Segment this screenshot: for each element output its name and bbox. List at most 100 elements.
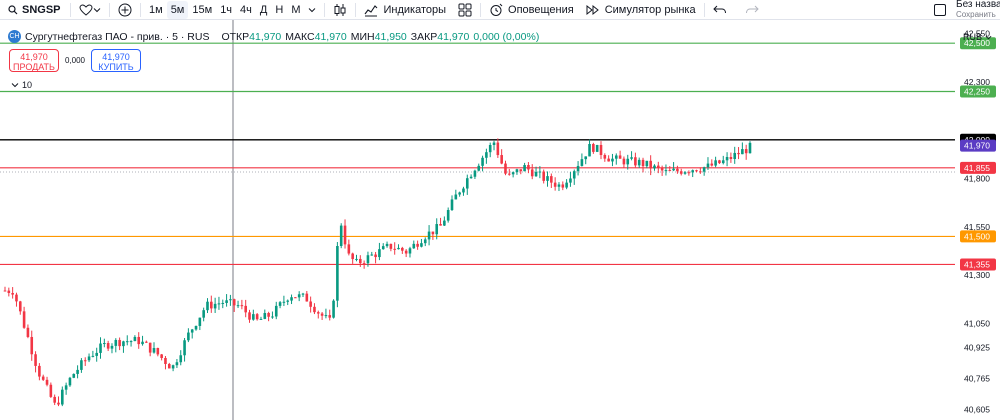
close-value: 41,970 [437, 30, 470, 43]
interval-week-button[interactable]: Н [275, 3, 284, 16]
candle-body [297, 294, 301, 298]
candle-body [164, 357, 167, 365]
spread-value: 0,000 [64, 56, 86, 65]
candle-body [57, 402, 60, 405]
candle-body [259, 318, 263, 320]
candle-body [252, 314, 255, 320]
candle-body [22, 311, 26, 328]
candle-body [527, 165, 530, 170]
currency-selector[interactable]: RUB [963, 32, 992, 42]
candle-body [106, 343, 110, 349]
indicators-button[interactable]: Индикаторы [360, 1, 450, 19]
price-tag-label: 41,855 [964, 163, 990, 173]
symbol-label: SNGSP [22, 3, 61, 16]
layout-checkbox[interactable] [934, 4, 946, 16]
indicators-count: 10 [22, 80, 33, 90]
candle-body [714, 160, 717, 166]
candle-body [3, 290, 7, 292]
indicators-label: Индикаторы [383, 3, 447, 16]
candle-body [664, 170, 668, 172]
candle-body [477, 165, 481, 171]
candle-body [699, 171, 702, 173]
candle-body [744, 149, 748, 154]
high-value: 41,970 [314, 30, 347, 43]
interval-1h-button[interactable]: 1ч [220, 3, 233, 16]
candle-body [733, 152, 737, 159]
candle-body [309, 301, 312, 307]
candle-body [7, 290, 11, 294]
candle-body [213, 303, 217, 309]
favorites-button[interactable] [75, 1, 105, 19]
candle-body [576, 165, 580, 172]
candle-body [133, 336, 137, 342]
templates-button[interactable] [454, 1, 476, 19]
sell-price: 41,970 [20, 52, 48, 62]
candle-body [496, 142, 500, 156]
price-axis-tick-label: 40,605 [964, 404, 990, 414]
candle-body [141, 341, 144, 345]
candle-body [232, 299, 236, 306]
layout-area: Без назва Сохранить [934, 0, 1000, 20]
buy-button[interactable]: 41,970 КУПИТЬ [91, 49, 141, 72]
candle-body [320, 313, 324, 316]
candle-body [660, 167, 664, 171]
interval-15m-button[interactable]: 15м [192, 3, 213, 16]
candle-body [676, 168, 679, 172]
compare-symbol-button[interactable] [114, 1, 136, 19]
candle-body [83, 360, 87, 362]
candle-body [588, 144, 591, 157]
candle-body [446, 210, 450, 221]
candle-body [408, 248, 412, 254]
candle-body [641, 159, 645, 167]
candle-body [481, 157, 484, 166]
candle-body [336, 246, 339, 301]
undo-icon [712, 4, 727, 16]
candle-body [691, 170, 694, 173]
price-tag-label: 41,500 [964, 231, 990, 241]
candle-body [316, 312, 320, 314]
candle-body [87, 356, 91, 361]
change-value: 0,000 (0,00%) [473, 30, 540, 43]
alerts-label: Оповещения [508, 3, 574, 16]
chart-canvas[interactable]: 42,550 42,300 41,800 41,550 41,300 41,050 40,9… [0, 20, 1000, 420]
alerts-button[interactable]: Оповещения [485, 1, 578, 19]
undo-button[interactable] [709, 1, 731, 19]
interval-month-button[interactable]: М [291, 3, 301, 16]
candle-body [339, 225, 343, 247]
price-axis-tick-label: 40,765 [964, 373, 990, 383]
candle-body [672, 168, 675, 171]
candle-body [240, 305, 244, 307]
chart-type-button[interactable] [329, 1, 351, 19]
candle-body [538, 171, 542, 173]
interval-1m-button[interactable]: 1м [149, 3, 163, 16]
candle-body [500, 155, 503, 164]
price-axis: 42,550 42,300 41,800 41,550 41,300 41,050 40,9… [964, 29, 990, 415]
candle-body [668, 170, 672, 172]
price-axis-tags: 42,50042,25042,00041,85541,50041,35541,9… [960, 37, 996, 271]
price-chart[interactable]: 42,550 42,300 41,800 41,550 41,300 41,050 40,9… [0, 20, 1000, 420]
market-simulator-button[interactable]: Симулятор рынка [582, 1, 700, 19]
price-axis-tick-label: 41,550 [964, 222, 990, 232]
redo-button[interactable] [741, 1, 763, 19]
candle-body [710, 163, 714, 166]
candle-body [148, 342, 152, 353]
candle-body [118, 339, 121, 347]
candle-body [34, 354, 37, 366]
candle-body [401, 247, 404, 251]
symbol-title[interactable]: Сургутнефтегаз ПАО - прив. · 5 · RUS [25, 30, 210, 43]
interval-day-button[interactable]: Д [259, 3, 268, 16]
candle-body [332, 300, 335, 318]
price-axis-tick-label: 42,300 [964, 77, 990, 87]
candle-body [122, 341, 125, 347]
symbol-search-button[interactable]: SNGSP [0, 4, 66, 16]
interval-4h-button[interactable]: 4ч [240, 3, 252, 16]
candle-body [385, 243, 389, 247]
indicators-collapse-button[interactable]: 10 [9, 80, 35, 90]
candle-body [473, 170, 477, 177]
interval-5m-button[interactable]: 5м [166, 0, 189, 19]
candle-body [61, 389, 64, 405]
candle-body [374, 254, 377, 258]
interval-dropdown-button[interactable] [304, 1, 320, 19]
layout-name-button[interactable]: Без назва Сохранить [956, 0, 1000, 20]
sell-button[interactable]: 41,970 ПРОДАТЬ [9, 49, 59, 72]
